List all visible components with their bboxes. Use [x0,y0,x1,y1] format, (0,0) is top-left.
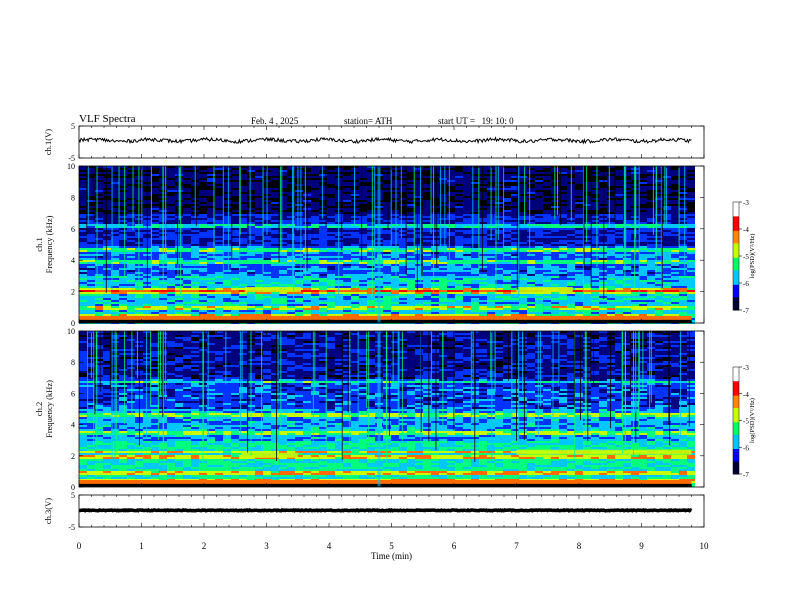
panel-frame [78,125,705,159]
x-tick-label: 4 [327,541,332,551]
y-axis-label: Frequency (kHz) [44,380,54,438]
y-tick-label: 5 [71,491,75,500]
y-axis-label: ch.3(V) [43,498,53,524]
y-axis-label: Frequency (kHz) [44,215,54,273]
colorbar-tick-label: -5 [743,418,749,426]
x-axis-label: Time (min) [371,551,412,561]
y-tick-label: 6 [71,389,75,398]
y-axis-label: ch.1 [34,237,44,251]
y-tick-label: 2 [71,452,75,461]
colorbar-label: log(PSD)(V²/Hz) [749,398,756,443]
date-label: Feb. 4 , 2025 [251,116,299,126]
colorbar-tick-label: -4 [743,391,749,399]
y-tick-label: 4 [71,256,75,265]
y-axis-label: ch.1(V) [43,129,53,155]
x-tick-label: 10 [700,541,710,551]
y-tick-label: 8 [71,193,75,202]
x-tick-label: 6 [452,541,457,551]
colorbar-tick-label: -7 [743,307,749,315]
x-tick-label: 1 [139,541,144,551]
colorbar-tick-label: -3 [743,199,749,207]
y-tick-label: -5 [68,523,75,532]
page-title: VLF Spectra [79,113,136,125]
y-tick-label: 4 [71,421,75,430]
colorbar-tick-label: -3 [743,364,749,372]
ch3-waveform-line [78,507,693,513]
x-tick-label: 0 [77,541,82,551]
y-tick-label: 2 [71,288,75,297]
ch1-spectrogram-image [79,166,695,324]
x-tick-label: 2 [202,541,207,551]
colorbar-label: log(PSD)(V²/Hz) [749,234,756,279]
colorbar-tick-label: -5 [743,253,749,261]
ch1-waveform-line [78,136,692,145]
colorbar-tick-label: -6 [743,444,749,452]
y-tick-label: 0 [71,319,75,328]
y-tick-label: 10 [67,162,75,171]
y-tick-label: 6 [71,225,75,234]
x-tick-label: 7 [514,541,519,551]
y-tick-label: 0 [71,483,75,492]
ch2-spectrogram-image [79,331,695,487]
x-tick-label: 3 [264,541,269,551]
colorbar-tick-label: -7 [743,471,749,479]
y-tick-label: 8 [71,358,75,367]
x-tick-label: 9 [639,541,644,551]
x-tick-label: 8 [577,541,582,551]
ch1-colorbar: -3 -4 -5 -6 -7 log(PSD)(V²/Hz) [732,199,756,315]
y-tick-label: -5 [68,154,75,163]
x-tick-label: 5 [389,541,394,551]
y-tick-label: 10 [67,327,75,336]
colorbar-tick-label: -4 [743,226,749,234]
station-label: station= ATH [344,116,393,126]
colorbar-tick-label: -6 [743,280,749,288]
start-ut-label: start UT = 19: 10: 0 [438,116,514,126]
y-axis-label: ch.2 [34,402,44,416]
y-tick-label: 5 [71,122,75,131]
ch2-colorbar: -3 -4 -5 -6 -7 log(PSD)(V²/Hz) [732,364,756,479]
